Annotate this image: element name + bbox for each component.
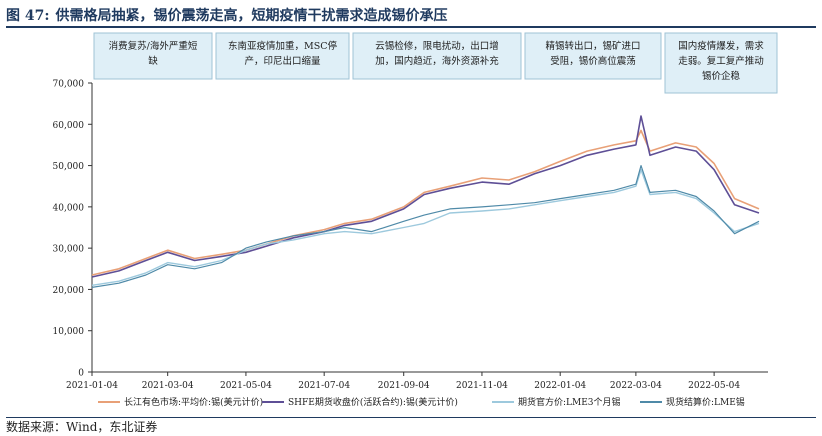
annotation-text: 国内疫情爆发，需求走弱。复工复产推动锡价企稳: [678, 40, 764, 82]
annotation-box: [524, 32, 662, 80]
source-note: 数据来源：Wind，东北证券: [6, 417, 816, 435]
y-tick-label: 60,000: [53, 121, 85, 131]
x-tick-label: 2022-03-04: [610, 381, 662, 391]
series-line-4: [91, 165, 760, 288]
figure-title: 图 47: 供需格局抽紧，锡价震荡走高，短期疫情干扰需求造成锡价承压: [6, 6, 816, 28]
legend-label-3: 期货官方价:LME3个月锡: [518, 396, 621, 408]
legend-label-4: 现货结算价:LME锡: [666, 396, 745, 408]
annotation-text: 消费复苏/海外严重短缺: [109, 40, 198, 67]
x-tick-label: 2022-05-04: [688, 381, 740, 391]
annotation-box: [664, 32, 778, 94]
tin-price-line-chart: 消费复苏/海外严重短缺 东南亚疫情加重，MSC停产，印尼出口缩量 云锡检修，限电扰动…: [53, 32, 778, 408]
annotation-text: 云锡检修，限电扰动，出口增加，国内趋近，海外资源补充: [375, 40, 499, 67]
annotation-box: [215, 32, 350, 80]
y-tick-label: 70,000: [53, 80, 85, 90]
y-tick-label: 20,000: [53, 286, 85, 296]
legend: 长江有色市场:平均价:锡(美元计价) SHFE期货收盘价(活跃合约):锡(美元计价…: [98, 396, 745, 408]
series-line-3: [91, 168, 760, 286]
annotation-boxes: 消费复苏/海外严重短缺 东南亚疫情加重，MSC停产，印尼出口缩量 云锡检修，限电扰动…: [93, 32, 778, 94]
x-tick-label: 2022-01-04: [534, 381, 586, 391]
x-tick-label: 2021-03-04: [142, 381, 194, 391]
series-line-2: [91, 115, 760, 278]
annotation-box: [352, 32, 522, 80]
annotation-text: 东南亚疫情加重，MSC停产，印尼出口缩量: [228, 40, 338, 67]
axes: 0 10,000 20,000 30,000 40,000 50,000 60,000 70,…: [53, 80, 768, 391]
annotation-box: [93, 32, 213, 80]
figure-title-text: 供需格局抽紧，锡价震荡走高，短期疫情干扰需求造成锡价承压: [55, 8, 448, 24]
annotation-text: 精锡转出口，锡矿进口受阻，锡价高位震荡: [545, 40, 640, 67]
x-tick-label: 2021-11-04: [456, 381, 508, 391]
x-tick-label: 2021-07-04: [298, 381, 350, 391]
y-tick-label: 0: [78, 369, 84, 379]
legend-label-1: 长江有色市场:平均价:锡(美元计价): [124, 396, 263, 408]
y-tick-label: 50,000: [53, 162, 85, 172]
x-tick-label: 2021-05-04: [220, 381, 272, 391]
x-tick-label: 2021-01-04: [66, 381, 118, 391]
figure-number: 图 47:: [6, 8, 50, 24]
series-lines: [91, 115, 760, 288]
y-tick-label: 10,000: [53, 327, 85, 337]
y-tick-label: 40,000: [53, 203, 85, 213]
x-tick-label: 2021-09-04: [378, 381, 430, 391]
y-tick-label: 30,000: [53, 245, 85, 255]
series-line-1: [91, 129, 760, 276]
legend-label-2: SHFE期货收盘价(活跃合约):锡(美元计价): [288, 396, 458, 408]
